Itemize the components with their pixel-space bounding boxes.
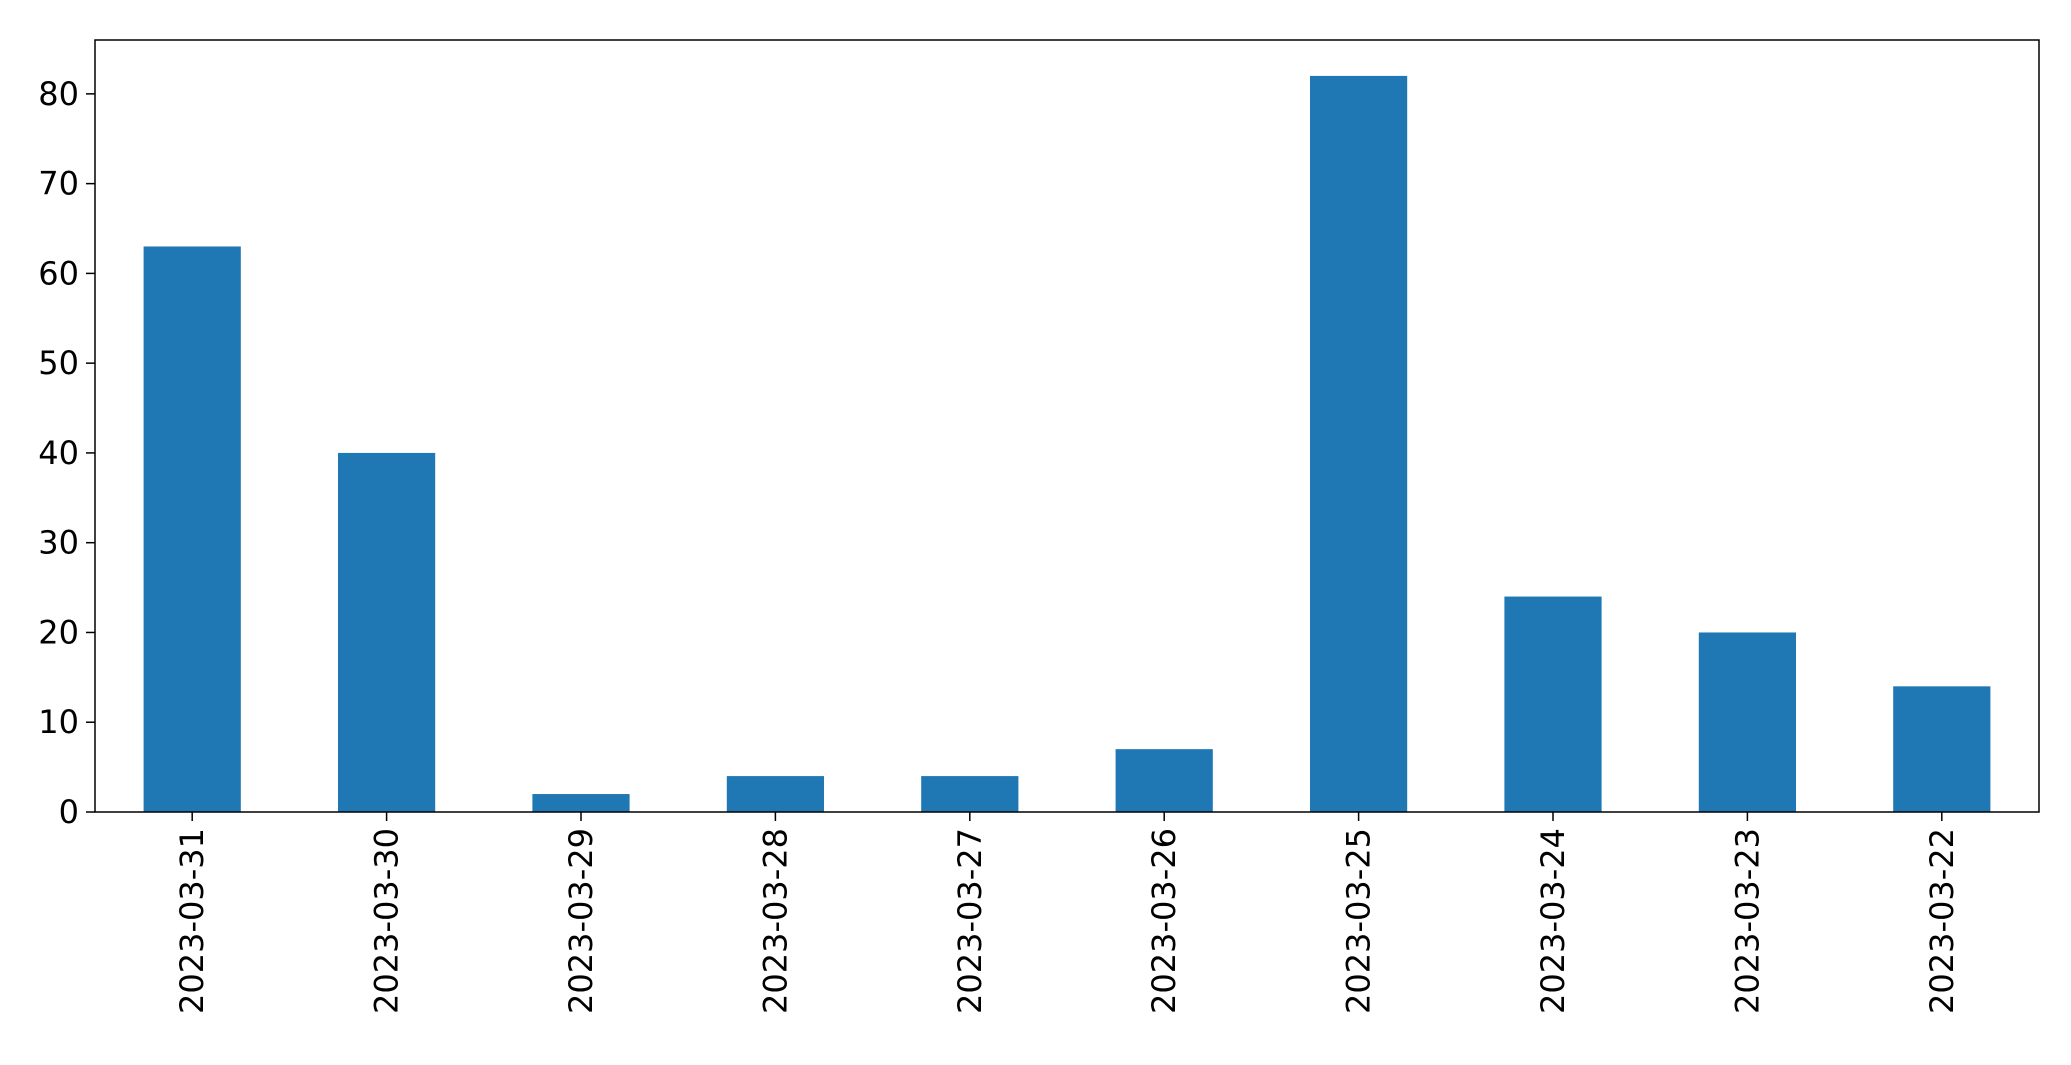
y-tick-label: 20 [38,613,79,651]
bar-2023-03-28 [726,776,824,812]
bar-2023-03-27 [921,776,1019,812]
plot-frame [94,39,2040,813]
y-tick-label: 30 [38,524,79,562]
x-tick-label-2023-03-31: 2023-03-31 [173,828,211,1014]
y-tick-label: 0 [59,793,79,831]
x-tick-label-2023-03-27: 2023-03-27 [951,828,989,1014]
x-tick-label-2023-03-23: 2023-03-23 [1728,828,1766,1014]
x-tick-label-2023-03-25: 2023-03-25 [1340,828,1378,1014]
x-tick-label-2023-03-26: 2023-03-26 [1145,828,1183,1014]
x-axis: 2023-03-31 2023-03-30 2023-03-29 2023-03-28… [173,812,1961,1014]
y-tick-label: 80 [38,75,79,113]
bar-2023-03-26 [1115,749,1213,812]
x-tick-label-2023-03-29: 2023-03-29 [562,828,600,1014]
bar-2023-03-22 [1893,686,1991,812]
y-tick-label: 60 [38,254,79,292]
y-tick-label: 50 [38,344,79,382]
bars-layer [143,75,1991,813]
bar-2023-03-29 [532,794,630,812]
y-tick-label: 70 [38,165,79,203]
y-tick-label: 10 [38,703,79,741]
x-tick-label-2023-03-24: 2023-03-24 [1534,828,1572,1014]
x-tick-label-2023-03-30: 2023-03-30 [368,828,406,1014]
bar-2023-03-23 [1698,632,1796,812]
y-axis: 0 10 20 30 40 50 60 70 80 [38,75,95,831]
bar-2023-03-25 [1310,75,1408,812]
x-tick-label-2023-03-28: 2023-03-28 [756,828,794,1014]
bar-2023-03-24 [1504,596,1602,812]
bar-2023-03-31 [143,246,241,813]
x-tick-label-2023-03-22: 2023-03-22 [1923,828,1961,1014]
bar-2023-03-30 [338,452,436,812]
y-tick-label: 40 [38,434,79,472]
